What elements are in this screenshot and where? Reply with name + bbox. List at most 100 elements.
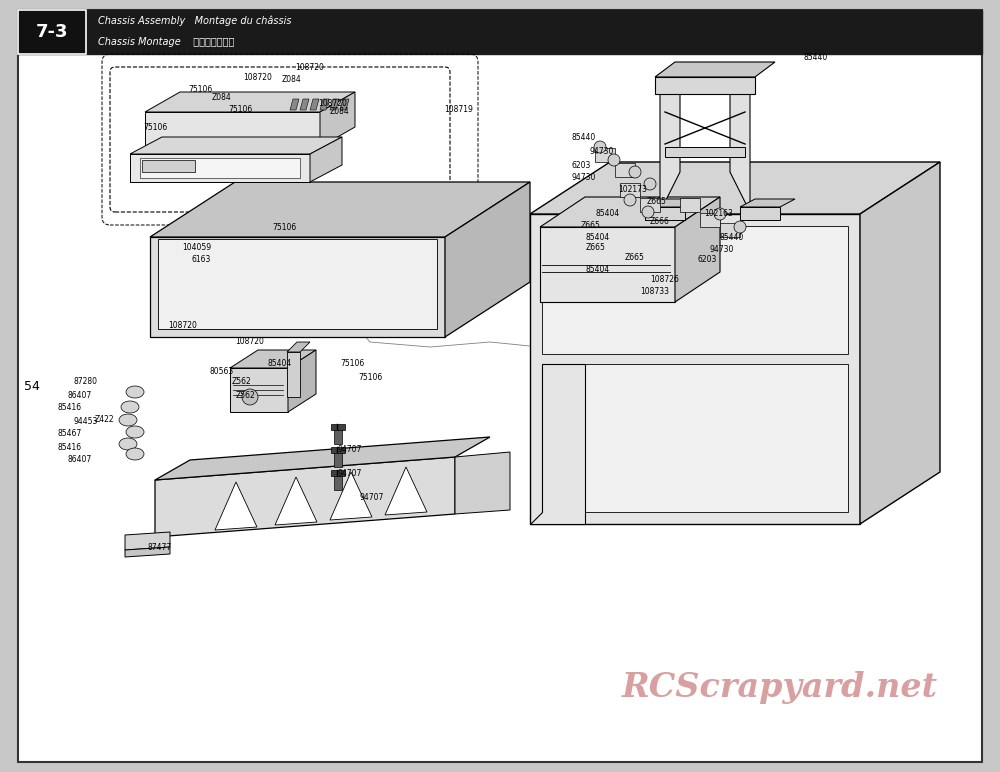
Bar xyxy=(331,424,345,430)
Text: Z665: Z665 xyxy=(647,197,667,205)
Circle shape xyxy=(714,208,726,220)
Text: Z562: Z562 xyxy=(232,378,252,387)
Text: 102163: 102163 xyxy=(704,209,733,218)
Circle shape xyxy=(624,194,636,206)
Text: 75106: 75106 xyxy=(143,124,167,133)
Circle shape xyxy=(242,389,258,405)
Polygon shape xyxy=(455,452,510,514)
Polygon shape xyxy=(675,197,720,302)
Polygon shape xyxy=(142,160,195,172)
Polygon shape xyxy=(215,482,257,530)
Text: Z562: Z562 xyxy=(236,391,256,401)
Circle shape xyxy=(734,221,746,233)
Bar xyxy=(158,239,437,329)
Text: 94707: 94707 xyxy=(338,445,362,453)
Text: 108719: 108719 xyxy=(444,104,473,113)
Polygon shape xyxy=(140,158,300,178)
Polygon shape xyxy=(655,77,755,94)
Text: Z666: Z666 xyxy=(650,218,670,226)
Polygon shape xyxy=(150,182,530,237)
Text: 75106: 75106 xyxy=(228,104,252,113)
Text: 104059: 104059 xyxy=(182,242,211,252)
Circle shape xyxy=(642,206,654,218)
Polygon shape xyxy=(287,352,300,397)
Bar xyxy=(595,148,615,162)
Text: 85467: 85467 xyxy=(58,429,82,438)
Polygon shape xyxy=(660,92,680,212)
Text: 80563: 80563 xyxy=(210,367,234,377)
Bar xyxy=(640,198,660,212)
Bar xyxy=(230,368,288,412)
Text: Chassis Assembly   Montage du châssis: Chassis Assembly Montage du châssis xyxy=(98,15,292,26)
Bar xyxy=(150,237,445,337)
Text: RCScrapyard.net: RCScrapyard.net xyxy=(622,671,938,703)
Ellipse shape xyxy=(121,401,139,413)
Bar xyxy=(720,223,740,237)
Polygon shape xyxy=(125,547,170,557)
Text: 86407: 86407 xyxy=(68,455,92,465)
Polygon shape xyxy=(145,92,355,112)
Text: 54: 54 xyxy=(24,380,40,392)
Bar xyxy=(615,163,635,177)
Text: 94730: 94730 xyxy=(710,245,734,253)
Ellipse shape xyxy=(126,426,144,438)
Text: Z665: Z665 xyxy=(625,253,645,262)
Text: 86407: 86407 xyxy=(68,391,92,399)
Polygon shape xyxy=(125,532,170,550)
Text: Z422: Z422 xyxy=(95,415,115,425)
Bar xyxy=(18,10,86,54)
Polygon shape xyxy=(740,207,780,220)
Text: 94453: 94453 xyxy=(73,417,97,425)
Bar xyxy=(700,213,720,227)
Polygon shape xyxy=(155,457,455,537)
Text: 87477: 87477 xyxy=(148,543,172,551)
Polygon shape xyxy=(330,99,339,110)
Text: 75106: 75106 xyxy=(188,84,212,93)
Polygon shape xyxy=(320,99,329,110)
Polygon shape xyxy=(155,437,490,480)
Text: 108720: 108720 xyxy=(168,320,197,330)
Polygon shape xyxy=(740,199,795,207)
Bar xyxy=(334,449,342,467)
Text: 108720: 108720 xyxy=(235,337,264,347)
Polygon shape xyxy=(288,350,316,412)
Ellipse shape xyxy=(119,438,137,450)
Polygon shape xyxy=(330,472,372,520)
Polygon shape xyxy=(385,467,427,515)
Text: 85440: 85440 xyxy=(804,53,828,63)
Polygon shape xyxy=(645,199,700,207)
Polygon shape xyxy=(230,350,316,368)
Text: 85404: 85404 xyxy=(267,360,291,368)
Text: 6163: 6163 xyxy=(192,255,211,263)
Polygon shape xyxy=(530,214,860,524)
Bar xyxy=(331,470,345,476)
Text: 6203: 6203 xyxy=(572,161,591,170)
Text: 85440: 85440 xyxy=(572,134,596,143)
Bar xyxy=(18,10,982,54)
Ellipse shape xyxy=(126,448,144,460)
Text: Z665: Z665 xyxy=(586,243,606,252)
Text: 108720: 108720 xyxy=(295,63,324,73)
Text: Z084: Z084 xyxy=(212,93,232,103)
Text: Z084: Z084 xyxy=(330,107,350,117)
Text: 85416: 85416 xyxy=(58,404,82,412)
Text: 6203: 6203 xyxy=(698,256,717,265)
Polygon shape xyxy=(290,99,299,110)
Circle shape xyxy=(644,178,656,190)
Polygon shape xyxy=(540,197,720,227)
Circle shape xyxy=(594,141,606,153)
Text: 85440: 85440 xyxy=(720,232,744,242)
Text: Z665: Z665 xyxy=(581,221,601,229)
Polygon shape xyxy=(665,147,745,157)
Bar xyxy=(334,472,342,490)
Polygon shape xyxy=(530,364,585,524)
Circle shape xyxy=(608,154,620,166)
Text: 85416: 85416 xyxy=(58,442,82,452)
Text: 102173: 102173 xyxy=(618,185,647,195)
Text: 75106: 75106 xyxy=(340,360,364,368)
Text: 108726: 108726 xyxy=(650,275,679,283)
Polygon shape xyxy=(860,162,940,524)
Text: Z084: Z084 xyxy=(282,75,302,83)
Polygon shape xyxy=(300,99,309,110)
Polygon shape xyxy=(145,112,320,147)
